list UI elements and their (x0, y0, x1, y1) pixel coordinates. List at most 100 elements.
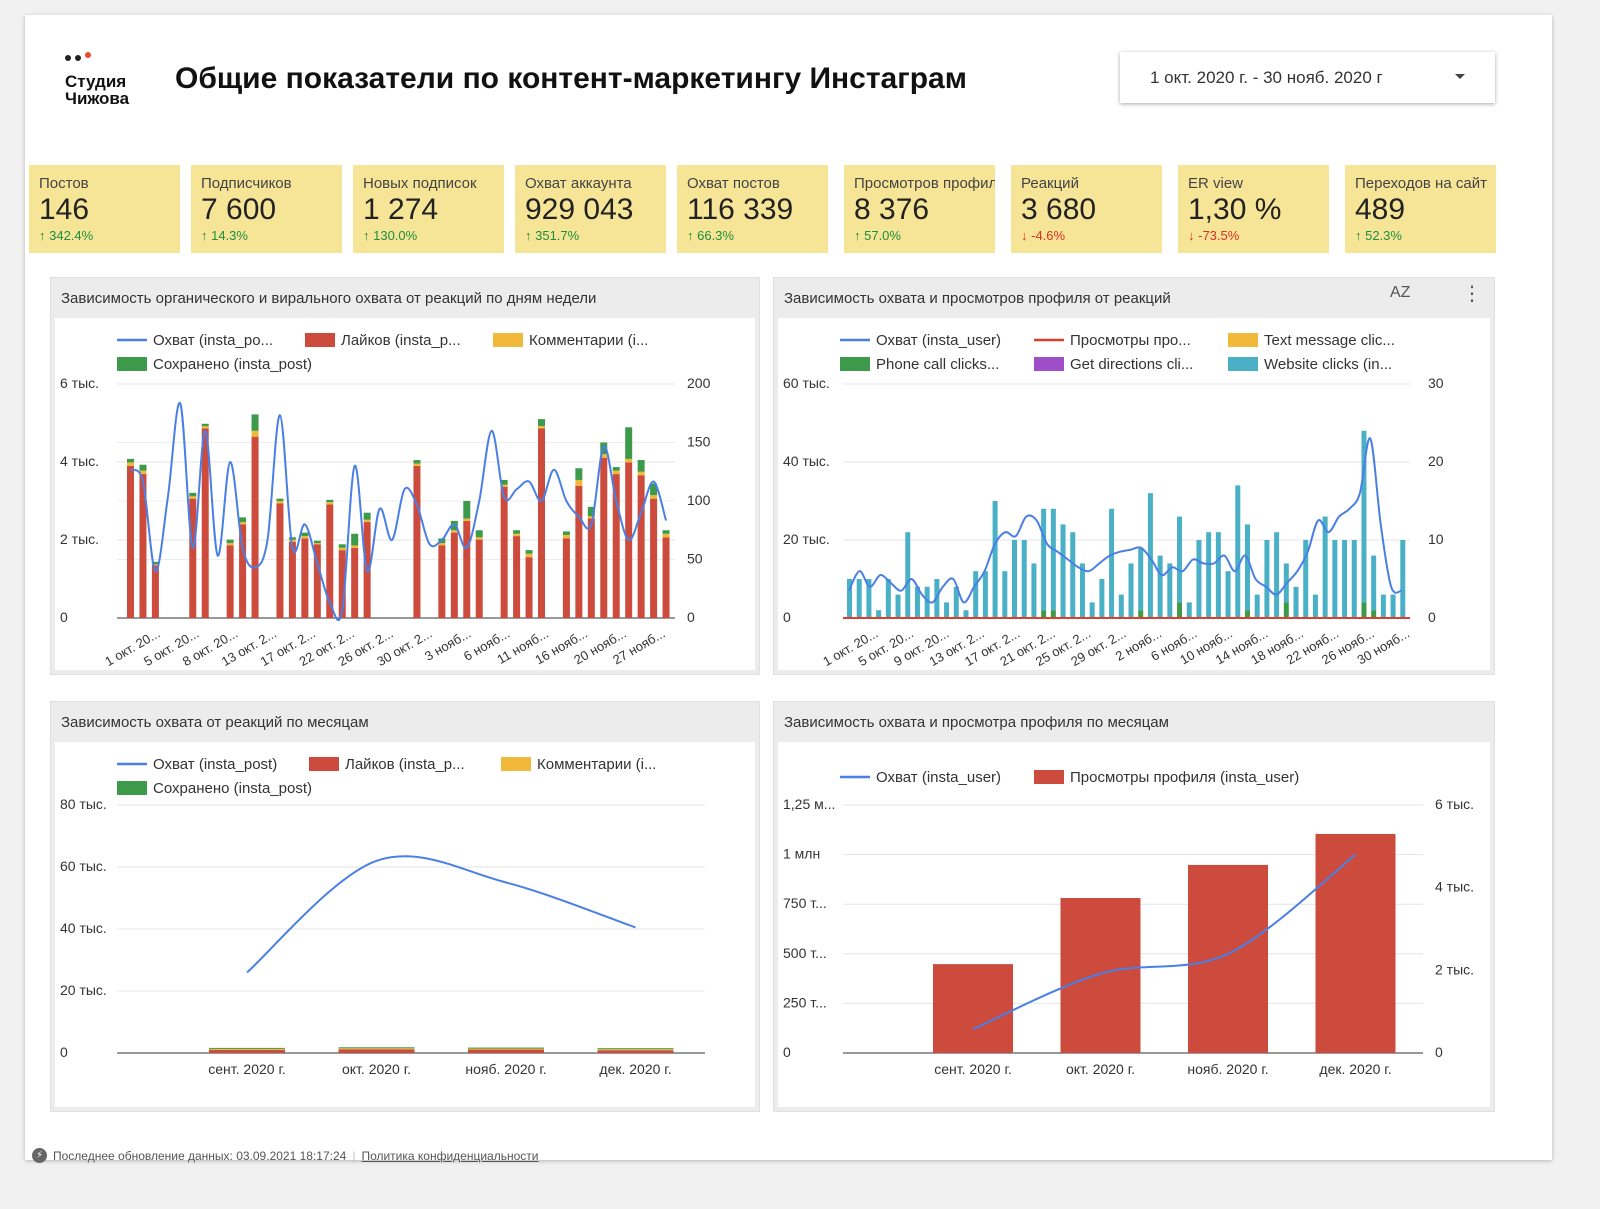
bar-website-clicks (1371, 555, 1377, 611)
kpi-label: Просмотров профиля (854, 175, 995, 192)
bar-saved (338, 1047, 415, 1049)
bar-website-clicks (1390, 594, 1396, 618)
bar-website-clicks (1215, 532, 1221, 618)
bar-comments (276, 501, 284, 504)
bar-saved (251, 414, 259, 431)
bar-likes (226, 545, 234, 618)
x-tick-label: сент. 2020 г. (934, 1061, 1011, 1077)
kpi-card: Реакций 3 680 ↓ -4.6% (1011, 165, 1162, 253)
axis-tick-label: 0 (687, 609, 695, 625)
bar-website-clicks (1070, 532, 1076, 618)
bar-website-clicks (1274, 532, 1280, 618)
kpi-change: ↑ 130.0% (363, 228, 418, 243)
legend-label: Охват (insta_user) (876, 769, 1001, 786)
bar-phone-clicks (1283, 602, 1289, 618)
axis-tick-label: 40 тыс. (783, 453, 830, 469)
kpi-label: ER view (1188, 175, 1244, 192)
bar-comments (450, 530, 458, 533)
bar-website-clicks (1225, 571, 1231, 618)
bar-comments (139, 470, 147, 475)
bar-comments (438, 543, 446, 546)
bar-comments (313, 543, 321, 545)
axis-tick-label: 20 тыс. (783, 531, 830, 547)
bar-comments (127, 462, 134, 466)
chart-container[interactable]: Охват (insta_user) Просмотры про... Text m… (778, 318, 1490, 670)
bar-comments (413, 463, 421, 466)
bar-likes (463, 520, 471, 618)
bar-website-clicks (1177, 516, 1183, 603)
logo-name: Студия Чижова (65, 73, 129, 107)
bar-comments (575, 479, 583, 486)
chevron-down-icon (1455, 74, 1465, 79)
bar-likes (650, 498, 658, 618)
bar-saved (500, 479, 508, 485)
bar-website-clicks (1303, 540, 1309, 618)
bar-website-clicks (1128, 563, 1134, 618)
bar-website-clicks (924, 586, 930, 618)
sort-az-icon[interactable]: AZ (1390, 284, 1411, 301)
x-tick-label: дек. 2020 г. (599, 1061, 671, 1077)
privacy-policy-link[interactable]: Политика конфиденциальности (361, 1148, 539, 1163)
axis-tick-label: 0 (1435, 1044, 1443, 1060)
kpi-label: Охват аккаунта (525, 175, 632, 192)
legend-label: Охват (insta_po... (153, 332, 273, 349)
bar-likes (662, 537, 670, 618)
legend-swatch-box (1228, 357, 1258, 371)
date-range-picker[interactable]: 1 окт. 2020 г. - 30 нояб. 2020 г (1120, 52, 1495, 103)
bar-website-clicks (876, 610, 882, 618)
bar-likes (189, 498, 197, 618)
kpi-label: Подписчиков (201, 175, 292, 192)
bar-saved (597, 1048, 674, 1050)
bar-website-clicks (1157, 555, 1163, 618)
bar-comments (525, 553, 533, 558)
kpi-card: Постов 146 ↑ 342.4% (29, 165, 180, 253)
legend-swatch-box (117, 781, 147, 795)
date-range-value: 1 окт. 2020 г. - 30 нояб. 2020 г (1150, 67, 1383, 87)
bar-saved (301, 532, 309, 537)
bar-saved (326, 499, 334, 503)
more-options-icon[interactable]: ⋮ (1462, 283, 1482, 305)
axis-tick-label: 2 тыс. (1435, 961, 1474, 977)
chart-container[interactable]: Охват (insta_post) Лайков (insta_p... Комм… (55, 742, 755, 1107)
bar-likes (538, 428, 545, 618)
kpi-change: ↑ 14.3% (201, 228, 248, 243)
bar-likes (351, 547, 359, 618)
bar-comments (226, 543, 234, 546)
page-title: Общие показатели по контент-маркетингу И… (175, 62, 967, 95)
bar-website-clicks (992, 501, 998, 618)
kpi-label: Новых подписок (363, 175, 477, 192)
axis-tick-label: 500 т... (783, 945, 827, 961)
bar-website-clicks (1147, 493, 1153, 618)
bar-phone-clicks (1371, 610, 1377, 618)
axis-tick-label: 0 (60, 609, 68, 625)
footer: ⚡ Последнее обновление данных: 03.09.202… (32, 1148, 538, 1163)
kpi-change: ↑ 351.7% (525, 228, 580, 243)
legend-label: Сохранено (insta_post) (153, 356, 312, 373)
bar-likes (288, 541, 296, 618)
bar-website-clicks (1244, 524, 1250, 611)
bar-likes (338, 1049, 415, 1053)
axis-tick-label: 2 тыс. (60, 531, 99, 547)
bar-likes (575, 485, 583, 618)
kpi-card: Переходов на сайт 489 ↑ 52.3% (1345, 165, 1496, 253)
chart-container[interactable]: Охват (insta_po... Лайков (insta_p... Комм… (55, 318, 755, 670)
bar-website-clicks (1138, 547, 1144, 611)
bar-likes (127, 465, 134, 618)
studio-logo[interactable]: Студия Чижова (65, 52, 129, 107)
chart-svg: Охват (insta_po... Лайков (insta_p... Комм… (60, 332, 711, 669)
axis-tick-label: 80 тыс. (60, 796, 107, 812)
bar-saved (450, 520, 458, 531)
bar-saved (189, 492, 197, 497)
bar-website-clicks (1167, 563, 1173, 618)
legend-label: Сохранено (insta_post) (153, 780, 312, 797)
bar-website-clicks (1099, 579, 1105, 618)
bar-website-clicks (1041, 508, 1047, 611)
bar-likes (475, 539, 483, 618)
bar-likes (612, 474, 620, 618)
bar-profile-views (1188, 864, 1268, 1053)
chart-container[interactable]: Охват (insta_user) Просмотры профиля (ins… (778, 742, 1490, 1107)
bar-saved (463, 501, 471, 519)
bar-comments (468, 1048, 544, 1050)
bar-likes (637, 475, 645, 618)
bar-saved (650, 483, 658, 496)
